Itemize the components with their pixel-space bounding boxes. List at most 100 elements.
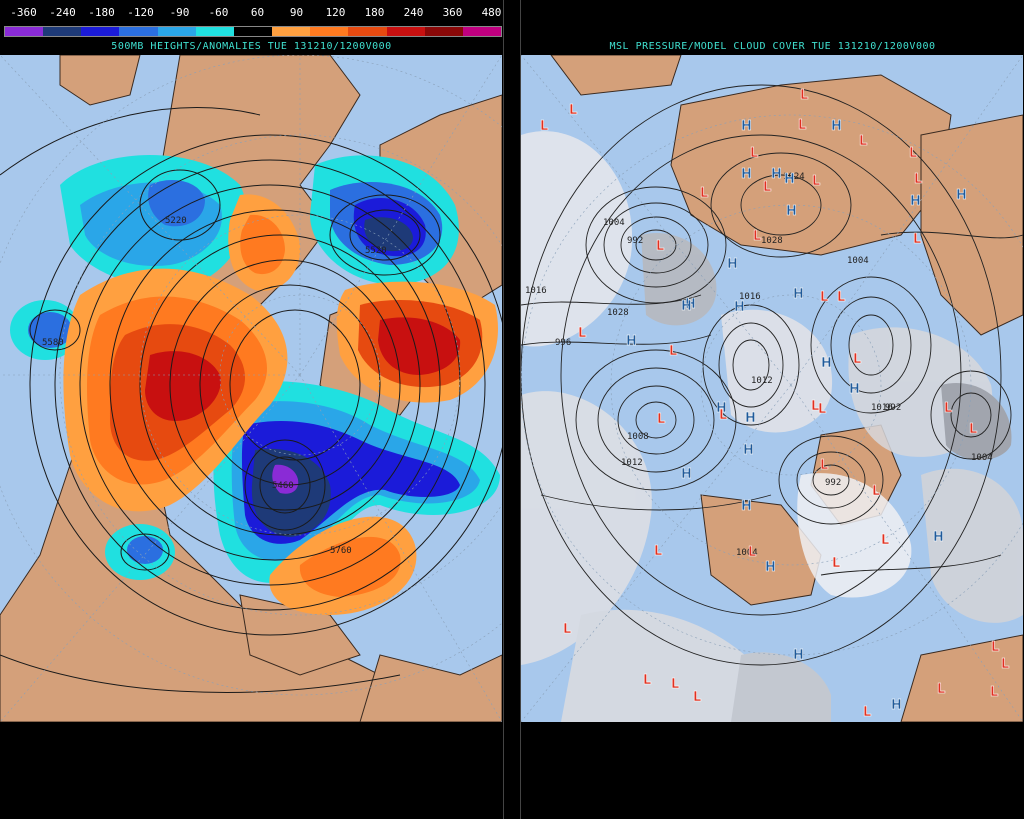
high-pressure-marker: H (849, 382, 860, 397)
legend-swatch (462, 27, 502, 36)
negative-anomaly-arctic (310, 155, 459, 285)
low-pressure-marker: L (748, 545, 756, 560)
low-pressure-marker: L (654, 544, 662, 559)
high-pressure-marker: H (793, 287, 804, 302)
high-pressure-marker: H (891, 698, 902, 713)
low-pressure-marker: L (909, 146, 917, 161)
low-pressure-marker: L (753, 229, 761, 244)
low-pressure-marker: L (820, 290, 828, 305)
low-pressure-marker: L (913, 232, 921, 247)
legend-swatch (272, 27, 311, 36)
negative-anomaly-north-america (213, 381, 500, 583)
contour-label: 5760 (330, 546, 352, 556)
contour-label: 5460 (272, 481, 294, 491)
low-pressure-marker: L (671, 677, 679, 692)
landmasses (550, 55, 1023, 722)
legend-swatch (157, 27, 196, 36)
low-pressure-marker: L (991, 640, 999, 655)
pressure-label: 1016 (525, 286, 547, 296)
low-pressure-marker: L (643, 673, 651, 688)
legend-swatch (5, 27, 44, 36)
negative-anomaly-west (60, 155, 247, 288)
right-map-title: MSL PRESSURE/MODEL CLOUD COVER TUE 13121… (609, 41, 936, 52)
low-pressure-marker: L (872, 484, 880, 499)
legend-swatch (310, 27, 349, 36)
low-pressure-marker: L (693, 690, 701, 705)
low-pressure-marker: L (853, 352, 861, 367)
low-pressure-marker: L (859, 134, 867, 149)
low-pressure-marker: L (863, 705, 871, 720)
legend-label: 240 (403, 6, 424, 19)
low-pressure-marker: L (656, 239, 664, 254)
low-pressure-marker: L (540, 119, 548, 134)
pressure-label: 992 (825, 478, 841, 488)
low-pressure-marker: L (837, 290, 845, 305)
low-pressure-marker: L (944, 401, 952, 416)
high-pressure-marker: H (741, 499, 752, 514)
legend-label: -60 (208, 6, 229, 19)
pressure-panel: MSL PRESSURE/MODEL CLOUD COVER TUE 13121… (521, 0, 1024, 819)
legend-swatch (348, 27, 387, 36)
pressure-label: 1028 (761, 236, 783, 246)
legend-label: 60 (250, 6, 265, 19)
pressure-label: 992 (885, 403, 901, 413)
low-pressure-marker: L (881, 533, 889, 548)
high-pressure-marker: H (956, 188, 967, 203)
high-pressure-marker: H (681, 299, 692, 314)
legend-label: -90 (169, 6, 190, 19)
pressure-label: 1008 (627, 432, 649, 442)
low-pressure-marker: L (763, 180, 771, 195)
legend-label: 360 (442, 6, 463, 19)
legend-swatch (81, 27, 120, 36)
legend-label: -360 (10, 6, 37, 19)
high-pressure-marker: H (765, 560, 776, 575)
high-pressure-marker: H (831, 119, 842, 134)
negative-anomaly-small (10, 300, 175, 580)
legend-label: 180 (364, 6, 385, 19)
high-pressure-marker: H (681, 467, 692, 482)
low-pressure-marker: L (937, 682, 945, 697)
pressure-map: 1004 992 1016 1028 1028 1016 1024 1004 9… (521, 55, 1023, 722)
low-pressure-marker: L (800, 88, 808, 103)
contour-labels: 5220 5520 5580 5460 5760 (42, 216, 387, 556)
low-pressure-marker: L (969, 422, 977, 437)
low-pressure-marker: L (990, 685, 998, 700)
lat-lon-grid (0, 55, 502, 722)
legend-label: -180 (88, 6, 115, 19)
legend-label: 480 (481, 6, 502, 19)
low-pressure-marker: L (700, 186, 708, 201)
low-pressure-marker: L (832, 556, 840, 571)
legend-swatch (424, 27, 463, 36)
low-pressure-marker: L (750, 146, 758, 161)
legend-swatch (195, 27, 234, 36)
pressure-label: 1016 (739, 292, 761, 302)
high-pressure-marker: H (771, 167, 782, 182)
high-pressure-marker: H (910, 194, 921, 209)
low-pressure-marker: L (914, 172, 922, 187)
lat-lon-grid (521, 55, 1023, 722)
high-pressure-marker: H (821, 356, 832, 371)
legend-swatch (386, 27, 425, 36)
high-pressure-marker: H (745, 411, 756, 426)
height-contours (0, 107, 502, 693)
pressure-label: 1016 (871, 403, 893, 413)
high-pressure-marker: H (727, 257, 738, 272)
pressure-label: 1012 (751, 376, 773, 386)
high-pressure-marker: H (743, 443, 754, 458)
legend-swatch (233, 27, 273, 36)
legend-label: -120 (127, 6, 154, 19)
pressure-label: 1004 (971, 453, 993, 463)
pressure-label: 1012 (621, 458, 643, 468)
high-pressure-marker: H (626, 334, 637, 349)
low-pressure-marker: L (1001, 657, 1009, 672)
pressure-label: 996 (555, 338, 571, 348)
high-pressure-marker: H (933, 530, 944, 545)
anomaly-map: 5220 5520 5580 5460 5760 (0, 55, 502, 722)
low-pressure-marker: L (657, 412, 665, 427)
low-pressure-marker: L (812, 174, 820, 189)
legend-labels: -360 -240 -180 -120 -90 -60 60 90 120 18… (4, 6, 511, 20)
high-pressure-marker: H (685, 297, 696, 312)
panel-divider (503, 0, 521, 819)
legend-swatch (119, 27, 158, 36)
